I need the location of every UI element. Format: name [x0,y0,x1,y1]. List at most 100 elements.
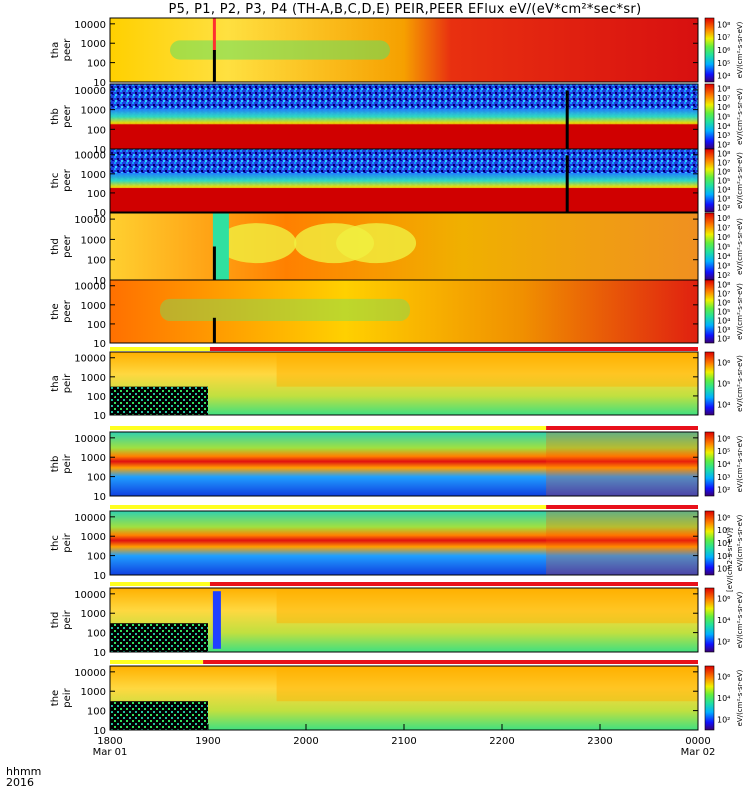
panel-probe-label: tha [50,42,61,58]
panel-label-thd-peir: thd peir [50,609,73,629]
panel-frame [109,351,699,416]
colorbar-tick-label: 10⁶ [717,46,730,55]
y-tick-label: 10000 [74,513,106,524]
low-count-region [110,386,208,415]
panel-species-label: peir [62,373,73,393]
mode-flag-yellow [110,426,547,430]
time-format-label: hhmm 2016 [6,766,41,788]
y-tick-label: 10 [93,78,106,89]
y-tick-label: 10 [93,492,106,503]
colorbar-tick-label: 10² [717,486,730,495]
time-format-year: 2016 [6,776,34,789]
plot-title: P5, P1, P2, P3, P4 (TH-A,B,C,D,E) PEIR,P… [168,2,642,17]
colorbar-unit-label: eV/(cm²-s-sr-eV) [736,591,744,648]
y-tick-label: 1000 [81,609,106,620]
y-tick-label: 100 [87,320,106,331]
panel-thb-peer [109,83,699,150]
colorbar-tick-label: 10⁶ [717,673,730,682]
colorbar-tick-label: 10² [717,204,730,213]
colorbar-tick-label: 10⁴ [717,539,730,548]
colorbar-tick-label: 10⁶ [717,359,730,368]
colorbar-tick-label: 10⁴ [717,616,730,625]
colorbar-unit-label: eV/(cm²-s-sr-eV) [736,355,744,412]
y-tick-label: 10 [93,571,106,582]
y-tick-label: 10000 [74,354,106,365]
y-tick-label: 1000 [81,301,106,312]
colorbar-tick-label: 10³ [717,552,730,561]
y-tick-label: 10000 [74,151,106,162]
x-tick-date: Mar 01 [93,747,128,758]
y-tick-label: 10000 [74,215,106,226]
y-tick-label: 10 [93,339,106,350]
colorbar-tick-label: 10⁸ [717,150,730,159]
colorbar-unit-text: eV/(cm²-s-sr-eV) [736,152,744,209]
colorbar-tick-label: 10⁵ [717,113,730,122]
panel-tha-peer [109,17,699,83]
colorbar-tick-label: 10⁶ [717,168,730,177]
low-count-region [110,701,208,730]
colorbar-unit-text: eV/(cm²-s-sr-eV) [736,591,744,648]
colorbar-tick-label: 10⁵ [717,380,730,389]
injection-column [212,591,221,649]
panel-the-peer [109,279,699,344]
colorbar-tick-label: 10⁶ [717,233,730,242]
y-tick-label: 100 [87,189,106,200]
x-tick-label: 2000 [293,736,318,747]
colorbar-tick-label: 10⁵ [717,447,730,456]
colorbar-tick-label: 10⁷ [717,94,730,103]
panel-probe-label: thb [50,108,61,125]
colorbar-unit-text: eV/(cm²-s-sr-eV) [736,435,744,492]
y-tick-label: 1000 [81,532,106,543]
y-tick-label: 10000 [74,668,106,679]
y-tick-label: 10 [93,145,106,156]
mode-flag-yellow [110,660,204,664]
panel-the-peir [109,660,699,731]
colorbar-unit-text: eV/(cm²-s-sr-eV) [736,88,744,145]
mode-flag-red [546,426,698,430]
flux-change-region [546,432,698,496]
colorbar-tick-label: 10⁵ [717,243,730,252]
colorbar-tick-label: 10² [717,715,730,724]
colorbar-unit-label: eV/(cm²-s-sr-eV) [736,435,744,492]
y-tick-label: 1000 [81,39,106,50]
panel-label-thb-peer: thb peer [50,104,73,128]
panel-probe-label: thc [50,173,61,189]
colorbar-tha-peer [704,17,715,83]
panel-species-label: peer [62,168,73,192]
panel-tha-peir [109,347,699,416]
y-tick-label: 10 [93,726,106,737]
mode-flag-red [203,660,698,664]
x-tick-label: 2100 [391,736,416,747]
colorbar-thb-peir [704,431,715,497]
colorbar-unit-label: eV/(cm²-s-sr-eV) [736,218,744,275]
data-gap [212,50,216,82]
ion-flux-band [276,666,698,702]
panel-species-label: peir [62,453,73,473]
y-tick-label: 100 [87,629,106,640]
panel-species-label: peer [62,234,73,258]
plasma-sheet-band [170,40,390,60]
y-tick-label: 10 [93,208,106,219]
colorbar-tick-label: 10⁵ [717,177,730,186]
low-count-region [110,623,208,652]
colorbar-tick-label: 10⁵ [717,308,730,317]
colorbar-thc-peir [704,510,715,576]
panel-thd-peer [109,212,699,281]
panel-label-thc-peer: thc peer [50,168,73,192]
y-tick-label: 10 [93,648,106,659]
colorbar-unit-text: eV/(cm²-s-sr-eV) [736,283,744,340]
colorbar-tick-label: 10³ [717,473,730,482]
spectrogram-thc-peir [110,511,698,575]
ion-flux-band [276,352,698,387]
y-tick-label: 1000 [81,170,106,181]
colorbar-unit-label: eV/(cm²-s-sr-eV) [736,152,744,209]
colorbar-unit-text: eV/(cm²-s-sr-eV) [736,355,744,412]
colorbar-the-peer [704,279,715,344]
colorbar-tick-label: 10⁴ [717,252,730,261]
y-tick-label: 10000 [74,20,106,31]
spectrogram-thb-peir [110,432,698,496]
colorbar-tick-label: 10² [717,335,730,344]
colorbar-tick-label: 10⁷ [717,33,730,42]
colorbar-unit-text: eV/(cm²-s-sr-eV) [736,21,744,78]
colorbar-side-label: [eV/(cm2-s-sr-eV)] [726,528,734,592]
